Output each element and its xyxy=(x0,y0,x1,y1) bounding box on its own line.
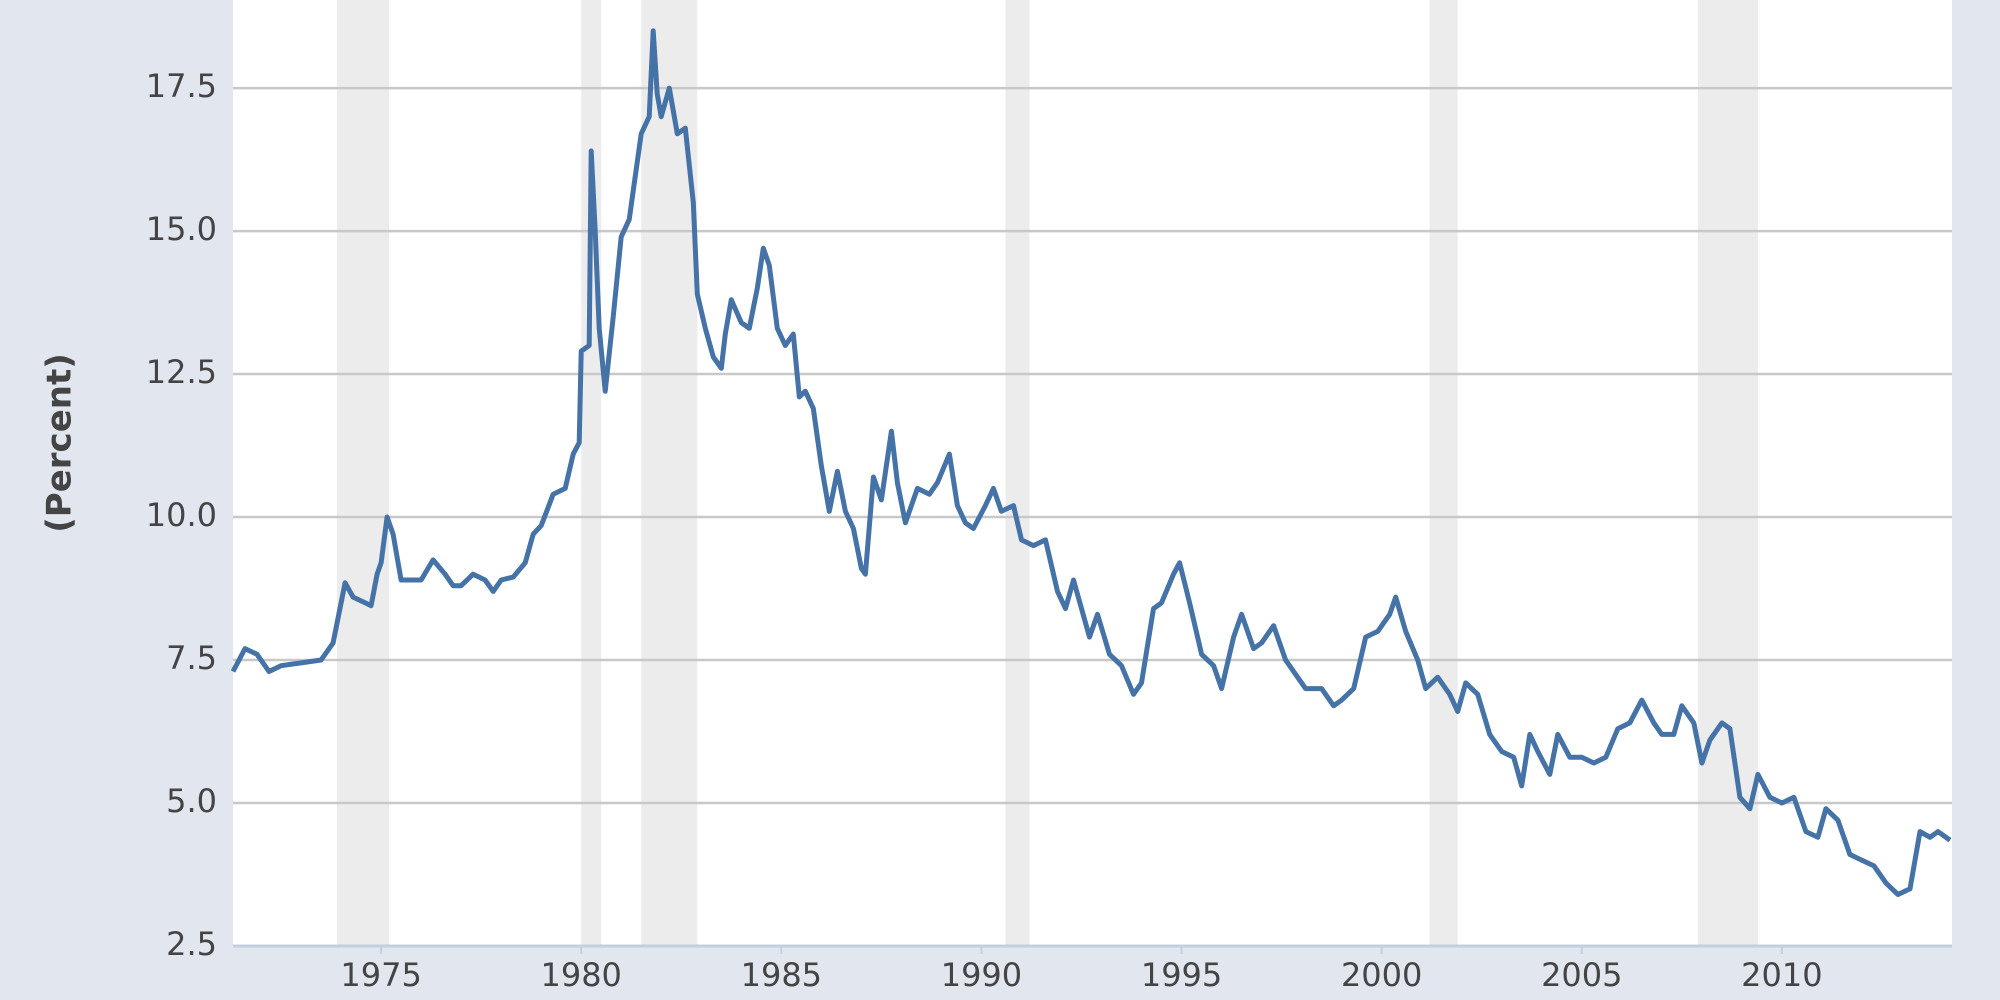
plot-area xyxy=(233,0,1952,946)
y-tick-label: 7.5 xyxy=(166,639,217,677)
y-tick-label: 2.5 xyxy=(166,925,217,963)
recession-band xyxy=(1005,0,1030,946)
y-tick-label: 15.0 xyxy=(146,210,217,248)
y-axis-label: (Percent) xyxy=(40,353,80,533)
y-tick-label: 12.5 xyxy=(146,353,217,391)
recession-band xyxy=(1429,0,1458,946)
y-tick-label: 5.0 xyxy=(166,782,217,820)
recession-band xyxy=(1697,0,1758,946)
x-tick-label: 1990 xyxy=(941,956,1022,994)
x-tick-label: 2000 xyxy=(1341,956,1422,994)
data-line xyxy=(230,28,1952,897)
y-tick-label: 17.5 xyxy=(146,67,217,105)
x-tick-label: 1975 xyxy=(340,956,421,994)
y-tick-label: 10.0 xyxy=(146,496,217,534)
x-tick-label: 1995 xyxy=(1141,956,1222,994)
x-tick-label: 1980 xyxy=(540,956,621,994)
x-tick-label: 2010 xyxy=(1741,956,1822,994)
x-tick-label: 1985 xyxy=(741,956,822,994)
recession-band xyxy=(337,0,390,946)
x-tick-label: 2005 xyxy=(1541,956,1622,994)
